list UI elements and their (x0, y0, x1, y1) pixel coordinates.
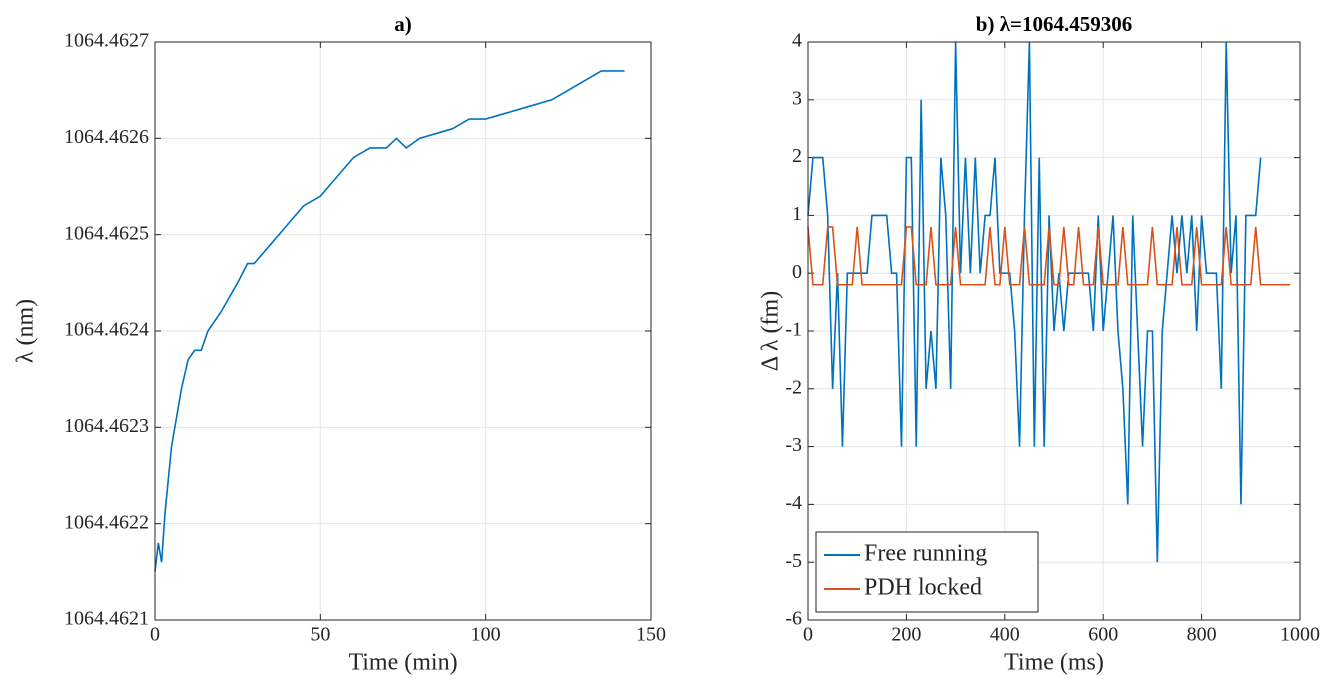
x-tick-label: 400 (990, 624, 1020, 646)
y-tick-label: -3 (785, 434, 802, 456)
x-tick-label: 800 (1187, 624, 1217, 646)
x-tick-label: 0 (150, 624, 160, 646)
y-tick-label: 1064.4627 (64, 30, 149, 52)
axes-box (807, 41, 1301, 621)
y-tick-label: 4 (792, 30, 802, 52)
legend-box (815, 531, 1039, 613)
y-tick-label: 1064.4625 (64, 222, 149, 244)
y-tick-label: 1064.4624 (64, 319, 149, 341)
data-line (807, 226, 1291, 286)
y-tick-label: -5 (785, 550, 802, 572)
y-tick-label: -2 (785, 376, 802, 398)
y-tick-label: 1064.4623 (64, 415, 149, 437)
y-axis-label: Δ λ (fm) (758, 291, 784, 371)
legend-label: PDH locked (864, 575, 982, 601)
x-tick-label: 100 (471, 624, 501, 646)
y-tick-label: 1064.4626 (64, 126, 149, 148)
data-line (154, 70, 625, 572)
y-tick-label: 0 (792, 261, 802, 283)
y-tick-label: -4 (785, 492, 802, 514)
x-axis-label: Time (min) (348, 650, 457, 676)
y-axis-label: λ (nm) (13, 299, 39, 363)
x-tick-label: 600 (1088, 624, 1118, 646)
y-tick-label: -1 (785, 319, 802, 341)
legend-label: Free running (864, 541, 987, 567)
x-tick-label: 150 (636, 624, 666, 646)
y-tick-label: 1064.4621 (64, 608, 149, 630)
chart-title: a) (394, 12, 412, 36)
chart-title: b) λ=1064.459306 (976, 12, 1132, 36)
x-tick-label: 200 (891, 624, 921, 646)
y-tick-label: 1 (792, 203, 802, 225)
y-tick-label: 2 (792, 145, 802, 167)
x-tick-label: 50 (310, 624, 330, 646)
y-tick-label: 3 (792, 87, 802, 109)
x-axis-label: Time (ms) (1004, 650, 1104, 676)
x-tick-label: 0 (803, 624, 813, 646)
x-tick-label: 1000 (1280, 624, 1320, 646)
y-tick-label: 1064.4622 (64, 511, 149, 533)
data-line (807, 41, 1262, 563)
y-tick-label: -6 (785, 608, 802, 630)
axes-box (154, 41, 652, 621)
